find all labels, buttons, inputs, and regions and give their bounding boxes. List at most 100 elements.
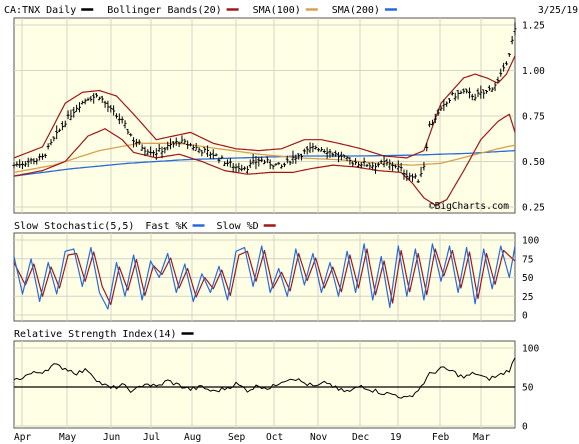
ohlc-bar [106, 100, 110, 113]
ohlc-bar [55, 125, 59, 140]
ohlc-bar [476, 88, 480, 98]
ohlc-bar [374, 163, 378, 174]
rsi-line [13, 357, 516, 399]
fast-k-line [13, 243, 516, 310]
ohlc-bar [382, 155, 386, 168]
ohlc-bar [180, 135, 184, 144]
ohlc-bar [149, 146, 153, 156]
ohlc-bar [63, 120, 67, 128]
ohlc-bar [479, 85, 483, 99]
ohlc-bar [18, 159, 22, 168]
ohlc-bar [507, 53, 511, 57]
month-tick-label: Nov [310, 432, 327, 443]
ohlc-bar [194, 142, 198, 152]
axis-labels: 0.25 0.50 0.75 1.00 1.25 0 25 50 75 100 0 50 100 Apr M… [14, 5, 578, 443]
ohlc-bar [405, 169, 409, 181]
ohlc-bar [490, 87, 494, 93]
ohlc-bar [49, 138, 53, 146]
ohlc-bar [348, 157, 352, 165]
ohlc-bar [314, 145, 318, 150]
ohlc-bar [379, 159, 383, 165]
price-tick-label: 0.75 [522, 112, 545, 123]
ohlc-bar [428, 121, 432, 128]
rsi-tick-label: 100 [522, 344, 539, 355]
series-layer [12, 22, 517, 399]
ohlc-bar [89, 96, 93, 102]
ohlc-bar [245, 165, 249, 174]
ohlc-bar [354, 158, 358, 166]
ohlc-bar [203, 147, 207, 153]
ohlc-bar [288, 160, 292, 166]
ohlc-bar [69, 109, 73, 121]
ohlc-bar [143, 146, 147, 157]
ohlc-bar [123, 120, 127, 129]
ohlc-bar [439, 105, 443, 111]
ohlc-bar [117, 113, 121, 125]
ohlc-bar [496, 76, 500, 83]
ohlc-bar [450, 91, 454, 96]
stochastic-tick-label: 25 [522, 292, 533, 303]
ohlc-bar [339, 151, 343, 161]
ohlc-bar [109, 104, 113, 113]
ohlc-bar [317, 147, 321, 152]
ohlc-bar [385, 158, 389, 166]
ohlc-bar [254, 155, 258, 170]
ohlc-bar [38, 153, 42, 161]
ohlc-bar [92, 93, 96, 104]
month-tick-label: Jun [103, 432, 120, 443]
ohlc-bar [12, 162, 16, 169]
ohlc-bar [399, 162, 403, 172]
stochastic-legend-label: Fast %K [145, 221, 187, 232]
ohlc-bar [513, 22, 517, 36]
ohlc-bar [487, 85, 491, 91]
ohlc-bar [114, 113, 118, 119]
ohlc-bar [282, 162, 286, 168]
stochastic-tick-label: 50 [522, 273, 534, 284]
ohlc-bar [502, 62, 506, 72]
ohlc-bar [345, 155, 349, 162]
ohlc-bar [183, 138, 187, 144]
ohlc-bar [243, 166, 247, 171]
ohlc-bar [154, 148, 158, 160]
ohlc-bar [280, 164, 284, 169]
ohlc-bar [459, 90, 463, 95]
ohlc-bar [351, 160, 355, 167]
ohlc-bar [100, 95, 104, 103]
ohlc-bar [419, 166, 423, 178]
ohlc-bar [46, 143, 50, 150]
ohlc-bar [240, 164, 244, 172]
ohlc-bar [129, 133, 133, 137]
ohlc-bar [465, 88, 469, 94]
ohlc-bar [376, 162, 380, 168]
ohlc-bar [171, 141, 175, 148]
ohlc-bar [228, 158, 232, 168]
month-tick-label: May [59, 432, 76, 443]
ohlc-bar [499, 68, 503, 77]
ohlc-bar [52, 136, 56, 142]
ohlc-bar [328, 148, 332, 158]
ohlc-bar [331, 152, 335, 158]
ohlc-bar [413, 173, 417, 179]
month-tick-label: Jul [143, 432, 160, 443]
ohlc-bar [177, 141, 181, 148]
ohlc-bar [72, 107, 76, 118]
ohlc-bar [140, 144, 144, 151]
ohlc-bar [120, 116, 124, 124]
ohlc-bar [311, 142, 315, 153]
ohlc-bar [80, 100, 84, 105]
slow-d-line [13, 248, 516, 306]
ohlc-bar [393, 164, 397, 169]
ohlc-bar [411, 173, 415, 182]
stochastic-tick-label: 100 [522, 236, 539, 247]
ohlc-bar [257, 156, 261, 167]
ohlc-bar [319, 146, 323, 152]
ohlc-bar [251, 153, 255, 165]
ohlc-bar [160, 146, 164, 159]
ohlc-bar [163, 146, 167, 154]
rsi-panel [13, 340, 516, 429]
ohlc-bar [422, 161, 426, 171]
ohlc-bar [277, 162, 281, 165]
ohlc-bar [388, 159, 392, 170]
ohlc-bar [402, 169, 406, 180]
ohlc-bar [188, 142, 192, 147]
